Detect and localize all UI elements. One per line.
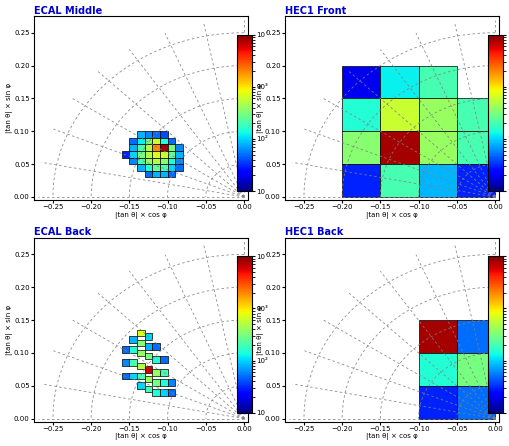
Text: HEC1 Back: HEC1 Back bbox=[285, 227, 343, 237]
Y-axis label: |tan θ| × sin φ: |tan θ| × sin φ bbox=[6, 305, 13, 355]
X-axis label: |tan θ| × cos φ: |tan θ| × cos φ bbox=[366, 434, 418, 441]
X-axis label: |tan θ| × cos φ: |tan θ| × cos φ bbox=[366, 212, 418, 219]
Text: ECAL Middle: ECAL Middle bbox=[34, 5, 102, 16]
Y-axis label: |tan θ| × sin φ: |tan θ| × sin φ bbox=[6, 83, 13, 133]
Text: ECAL Back: ECAL Back bbox=[34, 227, 91, 237]
X-axis label: |tan θ| × cos φ: |tan θ| × cos φ bbox=[115, 434, 166, 441]
Text: HEC1 Front: HEC1 Front bbox=[285, 5, 346, 16]
Y-axis label: |tan θ| × sin φ: |tan θ| × sin φ bbox=[257, 305, 264, 355]
X-axis label: |tan θ| × cos φ: |tan θ| × cos φ bbox=[115, 212, 166, 219]
Y-axis label: |tan θ| × sin φ: |tan θ| × sin φ bbox=[257, 83, 264, 133]
